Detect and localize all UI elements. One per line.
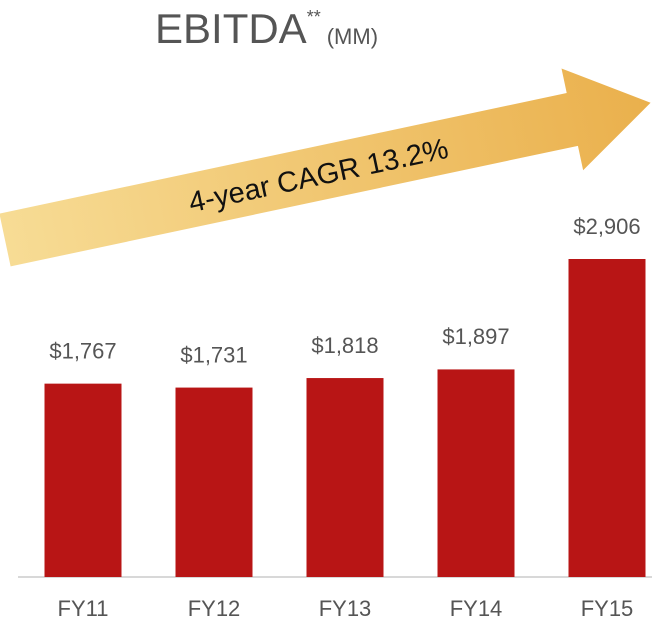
bar <box>568 259 646 577</box>
value-label: $1,897 <box>442 324 509 349</box>
x-tick-label: FY14 <box>450 596 503 621</box>
x-tick-label: FY13 <box>319 596 372 621</box>
value-label: $1,767 <box>49 338 116 363</box>
bar <box>437 369 515 577</box>
x-tick-label: FY11 <box>58 596 109 621</box>
title-superscript: ** <box>307 7 321 27</box>
title-unit: (MM) <box>327 24 378 49</box>
value-label: $1,818 <box>311 333 378 358</box>
bar <box>175 387 253 577</box>
value-label: $1,731 <box>180 342 247 367</box>
cagr-arrow: 4-year CAGR 13.2% <box>0 68 651 267</box>
value-label: $2,906 <box>573 214 640 239</box>
bar <box>306 378 384 577</box>
title-main: EBITDA <box>155 5 307 52</box>
bar <box>44 383 122 577</box>
arrow-shape <box>0 68 651 267</box>
x-tick-label: FY15 <box>581 596 634 621</box>
x-tick-label: FY12 <box>188 596 241 621</box>
chart-title: EBITDA** (MM) <box>155 5 378 52</box>
